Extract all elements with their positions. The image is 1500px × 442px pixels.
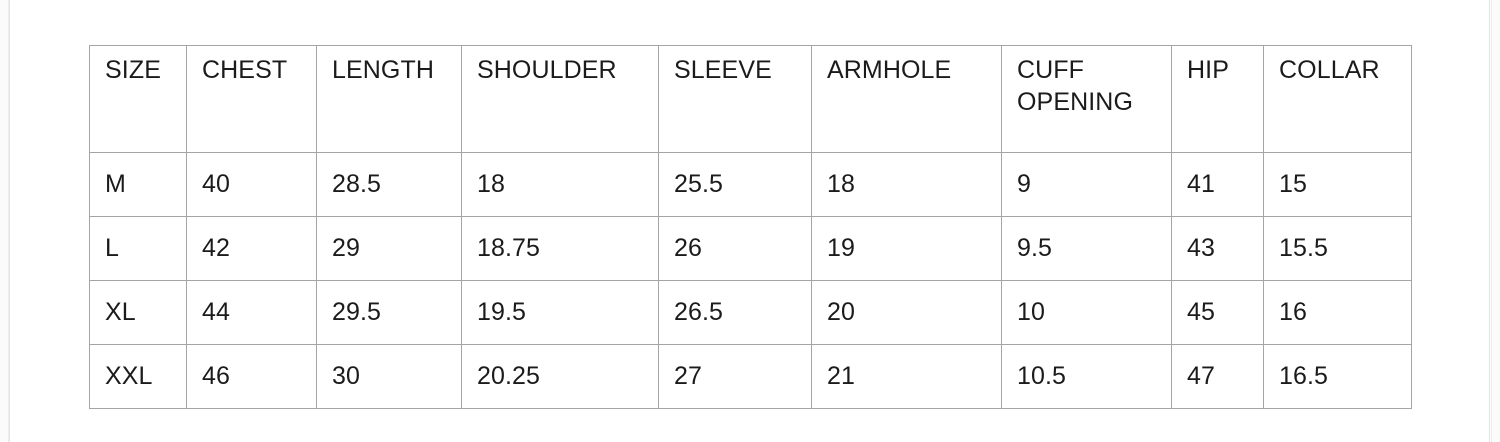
cell-collar: 16.5	[1263, 344, 1412, 409]
column-header-collar: COLLAR	[1263, 45, 1412, 153]
table-row: XXL 46 30 20.25 27 21 10.5 47 16.5	[89, 344, 1412, 409]
cell-collar: 16	[1263, 280, 1412, 345]
page-right-gutter	[1491, 0, 1500, 442]
cell-cuff-opening: 9.5	[1001, 216, 1172, 281]
cell-hip: 43	[1171, 216, 1264, 281]
cell-shoulder: 19.5	[461, 280, 659, 345]
cell-size: XXL	[89, 344, 187, 409]
cell-length: 28.5	[316, 152, 462, 217]
cell-sleeve: 25.5	[658, 152, 812, 217]
cell-cuff-opening: 10	[1001, 280, 1172, 345]
cell-sleeve: 26.5	[658, 280, 812, 345]
column-header-cuff-opening: CUFF OPENING	[1001, 45, 1172, 153]
cell-size: XL	[89, 280, 187, 345]
cell-hip: 41	[1171, 152, 1264, 217]
page-card: SIZE CHEST LENGTH SHOULDER SLEEVE ARMHOL…	[9, 0, 1490, 442]
cell-length: 30	[316, 344, 462, 409]
table-row: XL 44 29.5 19.5 26.5 20 10 45 16	[89, 280, 1412, 345]
column-header-shoulder: SHOULDER	[461, 45, 659, 153]
column-header-size: SIZE	[89, 45, 187, 153]
cell-chest: 46	[186, 344, 317, 409]
cell-armhole: 18	[811, 152, 1002, 217]
column-header-armhole: ARMHOLE	[811, 45, 1002, 153]
table-header-row: SIZE CHEST LENGTH SHOULDER SLEEVE ARMHOL…	[89, 45, 1412, 153]
column-header-chest: CHEST	[186, 45, 317, 153]
cell-size: L	[89, 216, 187, 281]
table-body: M 40 28.5 18 25.5 18 9 41 15 L 42 29	[89, 152, 1412, 409]
cell-length: 29.5	[316, 280, 462, 345]
cell-hip: 47	[1171, 344, 1264, 409]
cell-length: 29	[316, 216, 462, 281]
cell-collar: 15.5	[1263, 216, 1412, 281]
table-row: M 40 28.5 18 25.5 18 9 41 15	[89, 152, 1412, 217]
cell-chest: 44	[186, 280, 317, 345]
cell-shoulder: 20.25	[461, 344, 659, 409]
column-header-sleeve: SLEEVE	[658, 45, 812, 153]
cell-cuff-opening: 10.5	[1001, 344, 1172, 409]
cell-armhole: 20	[811, 280, 1002, 345]
column-header-length: LENGTH	[316, 45, 462, 153]
cell-armhole: 21	[811, 344, 1002, 409]
cell-sleeve: 26	[658, 216, 812, 281]
column-header-hip: HIP	[1171, 45, 1264, 153]
cell-armhole: 19	[811, 216, 1002, 281]
cell-shoulder: 18.75	[461, 216, 659, 281]
table-row: L 42 29 18.75 26 19 9.5 43 15.5	[89, 216, 1412, 281]
cell-size: M	[89, 152, 187, 217]
table-header: SIZE CHEST LENGTH SHOULDER SLEEVE ARMHOL…	[89, 45, 1412, 153]
cell-collar: 15	[1263, 152, 1412, 217]
page-left-gutter	[0, 0, 9, 442]
size-chart-table: SIZE CHEST LENGTH SHOULDER SLEEVE ARMHOL…	[89, 45, 1412, 409]
cell-hip: 45	[1171, 280, 1264, 345]
cell-chest: 40	[186, 152, 317, 217]
cell-shoulder: 18	[461, 152, 659, 217]
cell-sleeve: 27	[658, 344, 812, 409]
size-chart-container: SIZE CHEST LENGTH SHOULDER SLEEVE ARMHOL…	[89, 45, 1412, 409]
cell-cuff-opening: 9	[1001, 152, 1172, 217]
cell-chest: 42	[186, 216, 317, 281]
